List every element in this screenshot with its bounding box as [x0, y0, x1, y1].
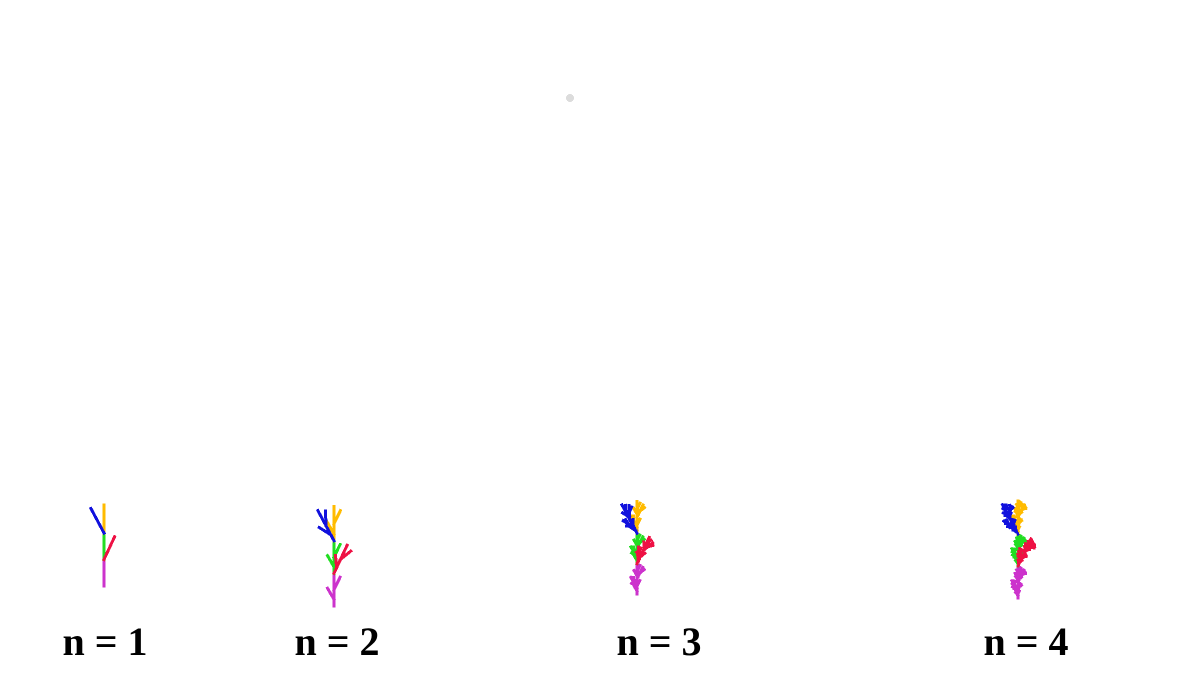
label-n2: n = 2 [294, 619, 380, 664]
tree-n4-section-3 [1017, 518, 1024, 525]
tree-n4-section-5 [1015, 558, 1022, 564]
tree-n1 [88, 503, 117, 588]
tree-n2-section-3 [325, 520, 337, 537]
tree-n2 [315, 505, 353, 608]
tree-n4-section-4 [1005, 512, 1012, 518]
tree-n4-section-4 [1002, 506, 1008, 513]
tree-n4-section-5 [1026, 540, 1032, 547]
tree-n3-section-4 [627, 505, 634, 515]
tree-n3-section-2 [631, 538, 640, 548]
tree-n4-section-3 [1013, 509, 1020, 515]
tree-n4-section-4 [1004, 520, 1011, 526]
tree-n3-section-1 [631, 568, 640, 578]
tree-n3-section-3 [637, 505, 647, 514]
tree-n4-section-2 [1013, 558, 1020, 564]
label-n4: n = 4 [983, 619, 1069, 664]
tree-n4-section-4 [1007, 525, 1014, 530]
tree-n4-section-2 [1020, 539, 1025, 545]
tree-n4-section-4 [1012, 518, 1017, 525]
tree-n3-section-2 [637, 537, 647, 545]
tree-n3-section-5 [634, 550, 642, 559]
tree-n4-section-1 [1017, 567, 1024, 573]
tree-n4-section-1 [1011, 581, 1017, 587]
tree-n2-section-5 [333, 553, 339, 570]
tree-n4-section-3 [1020, 506, 1025, 512]
tree-n4-section-1 [1017, 583, 1024, 589]
tree-n2-section-5 [338, 548, 353, 562]
tree-n4-section-4 [1002, 510, 1008, 517]
tree-n3-section-4 [620, 510, 631, 519]
tree-n4-section-1 [1020, 571, 1025, 577]
tree-n2-section-4 [323, 509, 328, 528]
tree-n3-section-3 [631, 506, 640, 517]
tree-n2-section-2 [325, 553, 337, 569]
tree-n3-section-5 [646, 543, 655, 549]
tree-n4-section-2 [1017, 535, 1024, 541]
tree-n4-section-1 [1013, 590, 1020, 596]
tree-n4-section-5 [1022, 555, 1028, 559]
tree-n1-section-5 [102, 534, 117, 562]
tree-n4-section-5 [1016, 554, 1022, 560]
tree-n3-section-4 [623, 517, 631, 527]
tree-n2-section-3 [331, 508, 343, 526]
tree-n4-section-4 [1010, 521, 1016, 528]
tree-n3-section-4 [624, 509, 632, 519]
tree-n1-section-4 [88, 506, 107, 536]
tree-n2-section-1 [325, 586, 337, 602]
label-n1: n = 1 [62, 619, 148, 664]
tree-n2-section-1 [331, 575, 343, 592]
tree-n4-section-2 [1016, 542, 1021, 549]
stray-dot [566, 94, 574, 102]
tree-n4-section-5 [1028, 544, 1034, 550]
tree-n3-section-5 [643, 542, 649, 551]
tree-n3 [619, 499, 655, 596]
tree-n4-section-5 [1020, 554, 1025, 561]
tree-n4-section-5 [1028, 541, 1035, 545]
tree-n2-section-4 [317, 525, 333, 537]
tree-n4-section-3 [1016, 509, 1022, 516]
tree-n4-section-2 [1011, 549, 1017, 555]
tree-n4-section-3 [1017, 502, 1024, 508]
label-n3: n = 3 [616, 619, 702, 664]
tree-n3-section-1 [637, 567, 647, 576]
tree-n4 [1000, 499, 1037, 600]
tree-n4-section-4 [1004, 503, 1010, 511]
tree-n3-section-1 [629, 581, 638, 588]
tree-n3-section-5 [636, 546, 643, 555]
tree-n3-section-2 [629, 550, 638, 558]
tree-n4-section-1 [1016, 574, 1021, 581]
